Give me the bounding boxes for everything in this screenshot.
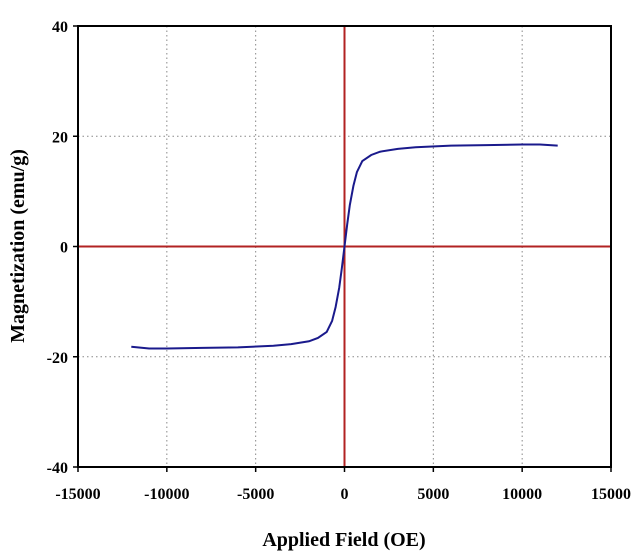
y-tick-label: 40 [52, 19, 68, 36]
y-axis-title: Magnetization (emu/g) [7, 149, 29, 343]
tick-marks [73, 25, 612, 472]
x-tick-label: 15000 [591, 486, 631, 503]
x-tick-label: 5000 [417, 486, 449, 503]
y-tick-label: -20 [47, 350, 68, 367]
series-line [131, 143, 558, 350]
x-axis-title: Applied Field (OE) [262, 529, 425, 551]
x-tick-label: -10000 [144, 486, 189, 503]
x-tick-label: 10000 [502, 486, 542, 503]
x-tick-label: 0 [341, 486, 349, 503]
y-tick-label: 20 [52, 129, 68, 146]
y-tick-label: 0 [60, 240, 68, 257]
x-tick-label: -5000 [237, 486, 274, 503]
x-tick-labels: -15000 -10000 -5000 0 5000 10000 15000 [55, 486, 631, 503]
y-tick-labels: -40 -20 0 20 40 [47, 19, 68, 477]
y-tick-label: -40 [47, 460, 68, 477]
series-layer [131, 143, 558, 350]
x-tick-label: -15000 [55, 486, 100, 503]
